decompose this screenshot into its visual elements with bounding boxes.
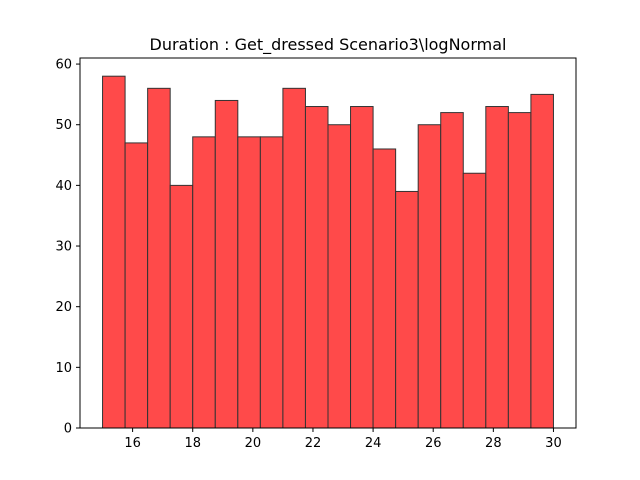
histogram-bar [214,99,239,429]
histogram-bar [372,148,397,429]
y-tick-label: 0 [64,422,72,437]
histogram-bar [102,75,126,429]
histogram-bar [440,112,464,429]
y-tick-label: 20 [55,300,72,315]
histogram-bar [507,112,532,429]
histogram-bar [485,106,509,429]
y-tick-label: 10 [55,361,72,376]
x-axis: 16 18 20 22 24 26 28 30 [124,428,562,451]
histogram-bar [124,142,149,429]
x-tick-label: 26 [425,436,442,451]
histogram-bar [327,124,352,429]
histogram-bars [102,75,554,429]
histogram-bar [462,172,487,429]
y-tick-label: 30 [55,240,72,255]
x-tick-label: 24 [365,436,382,451]
histogram-bar [192,136,216,429]
y-tick-label: 40 [55,179,72,194]
plot-frame [79,57,577,429]
histogram-bar [259,136,284,429]
histogram-bar [304,106,329,429]
x-tick-label: 18 [184,436,201,451]
x-tick-label: 20 [245,436,262,451]
x-tick-label: 28 [485,436,502,451]
histogram-bar [417,124,442,429]
histogram-bar [530,93,554,429]
chart-title: Duration : Get_dressed Scenario3\logNorm… [150,35,507,55]
x-tick-label: 22 [305,436,322,451]
histogram-bar [169,184,194,429]
y-axis: 0 10 20 30 40 50 60 [55,58,80,437]
histogram-bar [237,136,261,429]
x-tick-label: 16 [124,436,141,451]
histogram-bar [147,87,171,429]
histogram-bar [395,190,419,429]
y-tick-label: 50 [55,118,72,133]
y-tick-label: 60 [55,58,72,73]
histogram-bar [350,106,374,429]
x-tick-label: 30 [545,436,562,451]
histogram-bar [282,87,306,429]
